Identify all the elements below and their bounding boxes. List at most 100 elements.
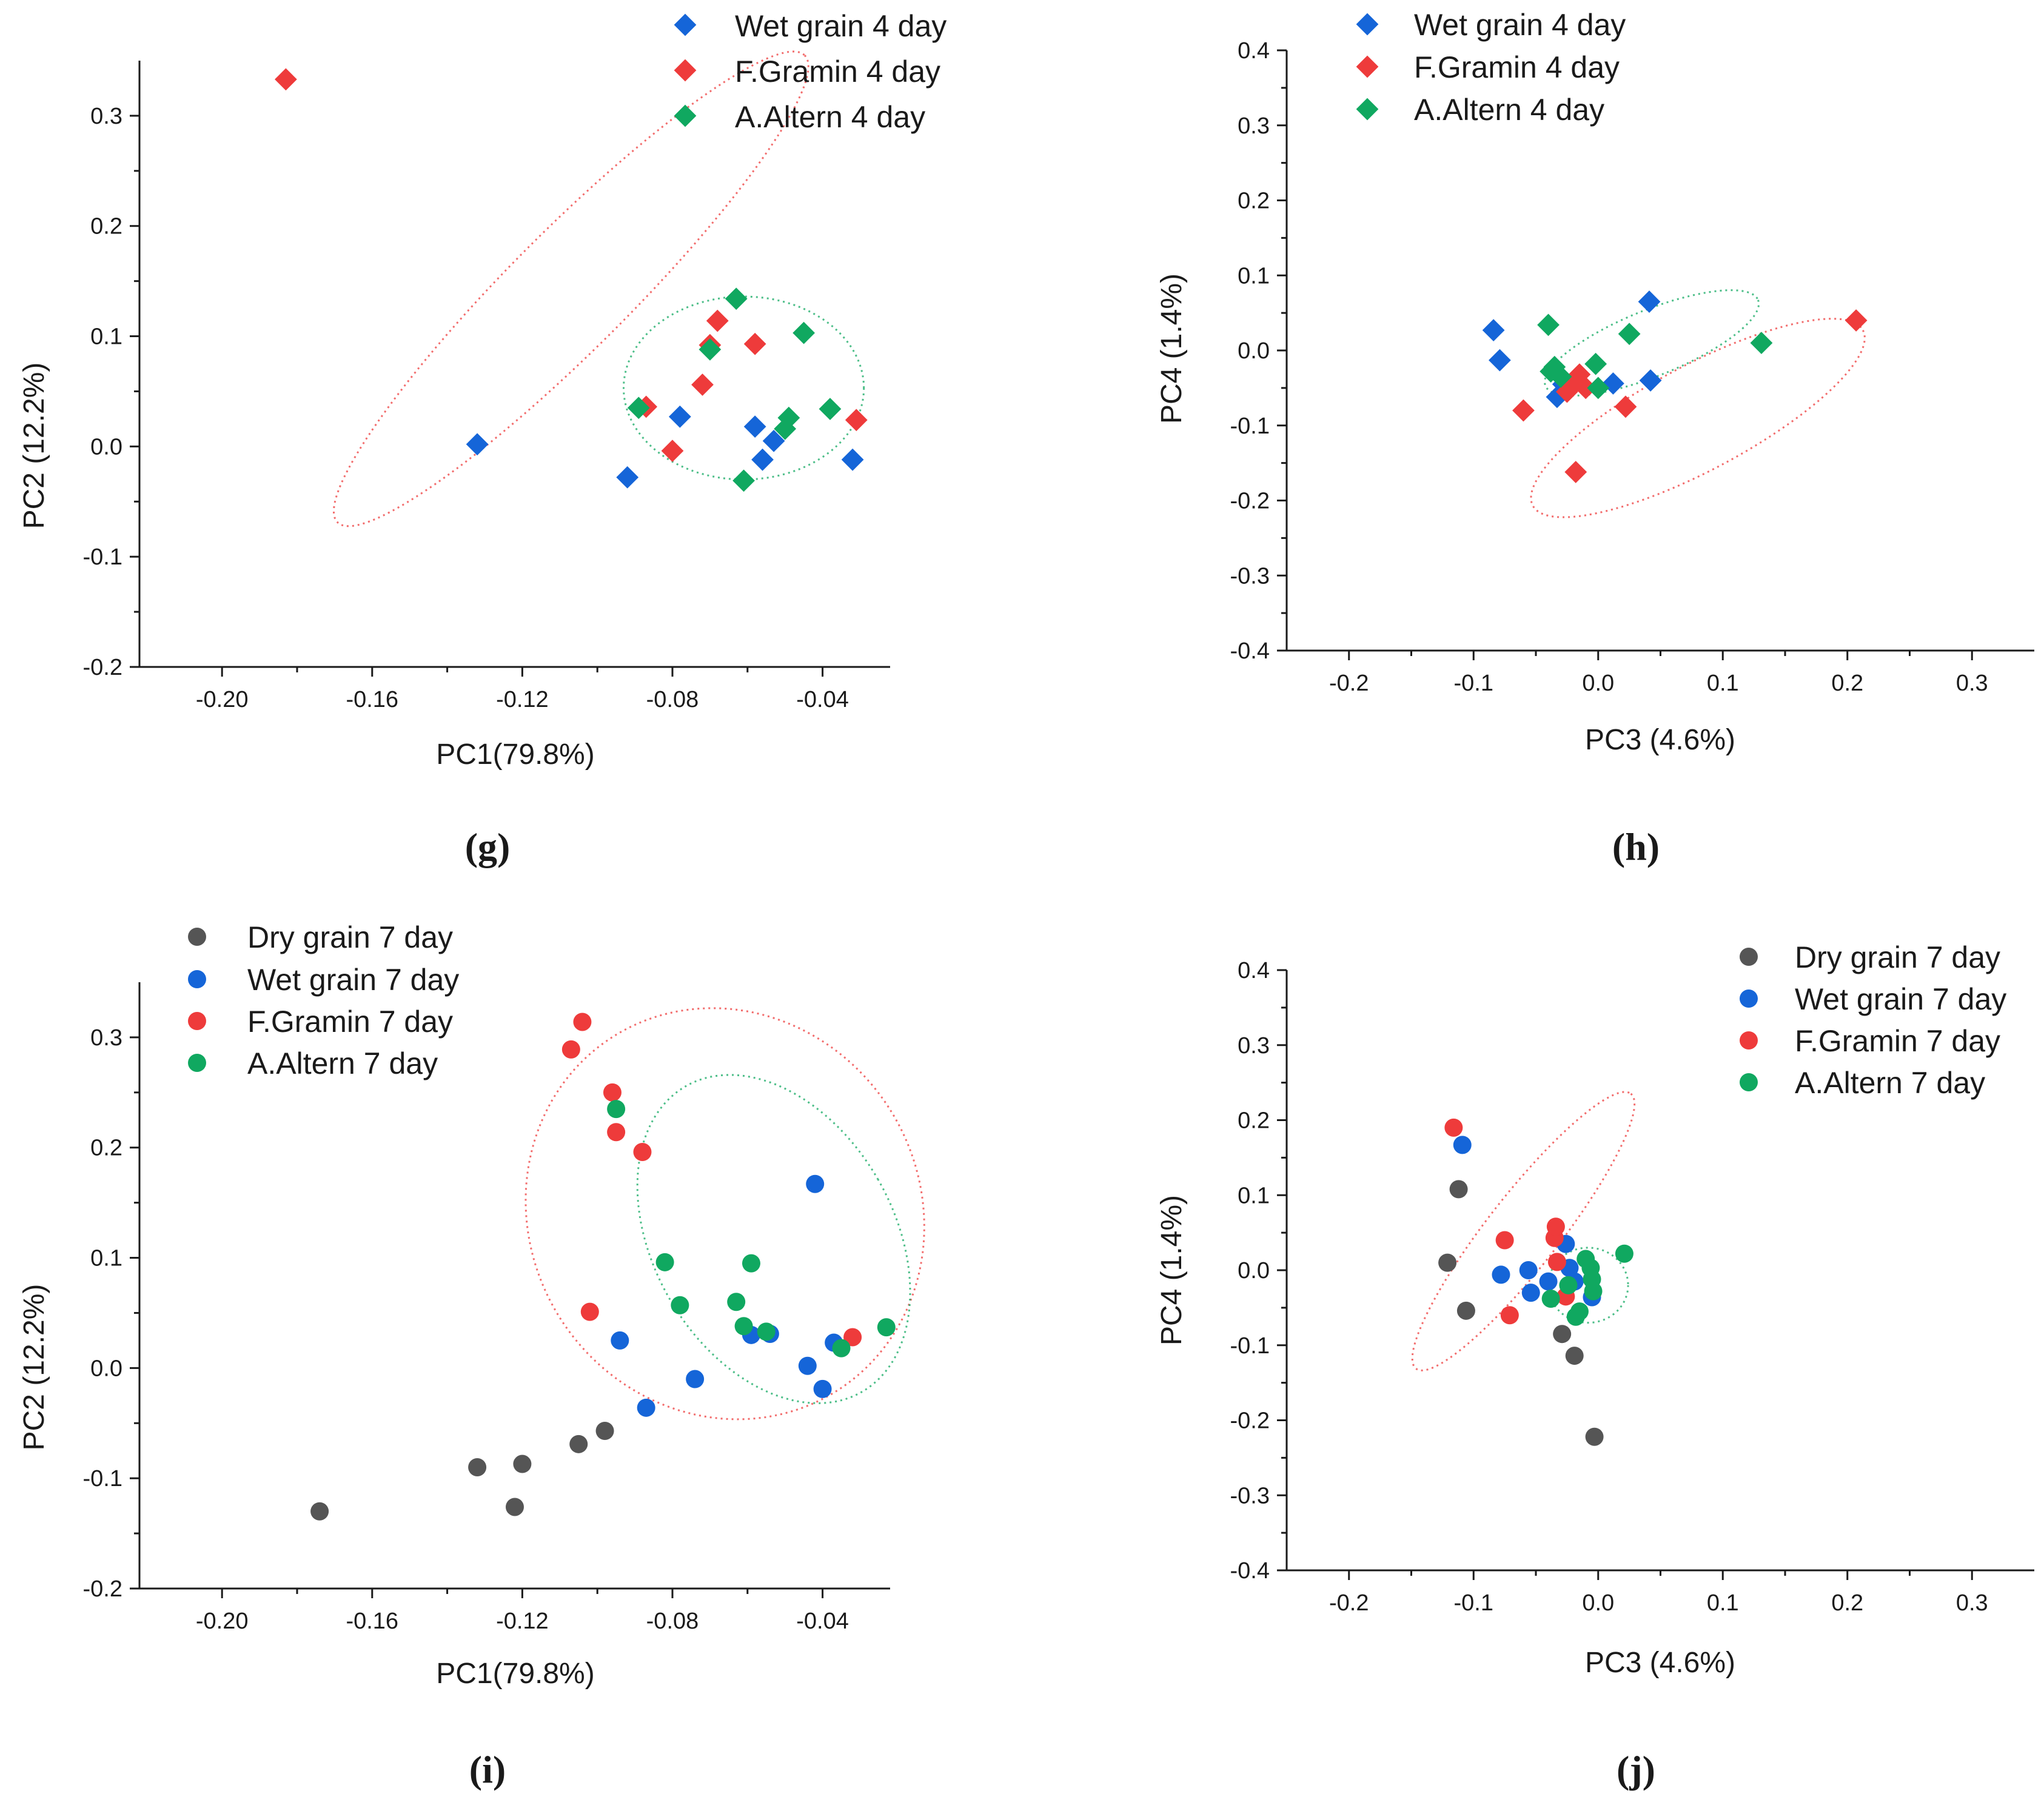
data-point-fgram-h [1512, 399, 1535, 422]
x-tick-label-i: -0.08 [646, 1609, 699, 1634]
data-point-wet-g [743, 415, 766, 438]
legend-item-aalt-j: A.Altern 7 day [1740, 1066, 1985, 1100]
legend-label-wet-h: Wet grain 4 day [1414, 8, 1626, 42]
data-point-aalt-i [727, 1293, 746, 1311]
legend-label-wet-i: Wet grain 7 day [247, 963, 459, 997]
x-axis-title-i: PC1(79.8%) [436, 1658, 594, 1690]
data-point-wet-g [466, 433, 489, 456]
legend-label-aalt-h: A.Altern 4 day [1414, 93, 1604, 127]
legend-item-fgram-g: F.Gramin 4 day [674, 55, 940, 89]
x-tick-label-g: -0.04 [796, 687, 849, 712]
x-tick-label-i: -0.12 [496, 1609, 549, 1634]
confidence-ellipse-aalt-i [636, 1074, 911, 1404]
data-point-dry-i [513, 1455, 532, 1473]
data-point-fgram-j [1546, 1217, 1565, 1236]
data-point-wet-i [611, 1331, 629, 1350]
data-point-dry-i [595, 1422, 614, 1440]
legend-label-aalt-i: A.Altern 7 day [247, 1046, 438, 1080]
x-tick-label-j: 0.0 [1582, 1590, 1614, 1616]
legend-label-wet-j: Wet grain 7 day [1795, 982, 2006, 1016]
y-tick-label-h: -0.4 [1230, 638, 1270, 664]
data-point-aalt-i [655, 1253, 674, 1271]
y-tick-label-j: 0.3 [1238, 1033, 1270, 1059]
panel-i: -0.20 -0.16 -0.12 -0.08 -0.04 -0.2 -0.1 0.0 0.1 0… [18, 920, 925, 1791]
confidence-ellipse-fgram-h [1530, 318, 1866, 518]
x-axis-title-j: PC3 (4.6%) [1585, 1647, 1735, 1679]
data-point-aalt-g [777, 406, 800, 429]
data-point-aalt-h [1618, 323, 1641, 346]
data-point-fgram-g [691, 373, 714, 396]
legend-item-fgram-j: F.Gramin 7 day [1740, 1024, 2000, 1058]
data-point-dry-i [569, 1435, 588, 1453]
legend-label-fgram-j: F.Gramin 7 day [1795, 1024, 2000, 1058]
legend-marker-fgram-h [1356, 55, 1379, 78]
y-tick-label-j: 0.1 [1238, 1183, 1270, 1208]
x-axis-title-h: PC3 (4.6%) [1585, 724, 1735, 756]
legend-marker-wet-j [1740, 989, 1758, 1008]
data-point-wet-g [841, 448, 864, 471]
x-axis-title-g: PC1(79.8%) [436, 738, 594, 771]
data-point-fgram-j [1500, 1306, 1519, 1325]
data-point-wet-h [1482, 319, 1505, 341]
y-tick-label-j: -0.1 [1230, 1333, 1270, 1359]
data-point-dry-j [1565, 1347, 1584, 1365]
confidence-ellipse-aalt-g [623, 295, 865, 481]
plot-area-h: -0.2 -0.1 0.0 0.1 0.2 0.3 -0.4 -0.3 -0.2 -0.1 0.0 0… [1230, 38, 2034, 696]
data-point-wet-i [637, 1398, 655, 1417]
data-point-aalt-j [1570, 1302, 1589, 1321]
data-point-fgram-j [1444, 1118, 1463, 1137]
data-point-wet-j [1492, 1265, 1510, 1284]
data-point-aalt-i [742, 1254, 760, 1273]
data-point-aalt-g [732, 469, 755, 492]
data-point-aalt-g [699, 338, 722, 361]
data-point-fgram-i [580, 1302, 599, 1321]
data-point-fgram-j [1495, 1231, 1514, 1250]
data-point-wet-g [668, 405, 691, 428]
data-point-aalt-g [792, 321, 816, 344]
legend-item-aalt-h: A.Altern 4 day [1356, 93, 1604, 127]
legend-label-fgram-h: F.Gramin 4 day [1414, 50, 1620, 84]
legend-i: Dry grain 7 day Wet grain 7 day F.Gramin… [188, 920, 459, 1080]
x-tick-label-g: -0.16 [346, 687, 398, 712]
confidence-ellipse-fgram-g [332, 50, 809, 527]
x-tick-label-h: 0.0 [1582, 671, 1614, 696]
y-tick-label-h: -0.1 [1230, 413, 1270, 439]
legend-j: Dry grain 7 day Wet grain 7 day F.Gramin… [1740, 940, 2006, 1100]
x-tick-label-i: -0.20 [196, 1609, 249, 1634]
data-point-wet-i [686, 1370, 705, 1388]
data-point-aalt-j [1584, 1282, 1603, 1301]
legend-marker-aalt-g [674, 104, 697, 127]
panel-label-j: (j) [1617, 1748, 1655, 1791]
data-point-aalt-g [819, 398, 842, 420]
y-axis-title-h: PC4 (1.4%) [1156, 273, 1188, 424]
y-tick-label-j: -0.3 [1230, 1483, 1270, 1508]
x-tick-label-j: 0.1 [1707, 1590, 1739, 1616]
data-point-wet-i [798, 1356, 817, 1375]
panel-j: -0.2 -0.1 0.0 0.1 0.2 0.3 -0.4 -0.3 -0.2 -0.1 0.0 0… [1156, 940, 2034, 1791]
legend-item-fgram-h: F.Gramin 4 day [1356, 50, 1620, 84]
y-axis-title-i: PC2 (12.2%) [18, 1284, 50, 1451]
data-point-wet-i [806, 1174, 825, 1193]
data-point-fgram-h [1614, 395, 1637, 418]
data-point-wet-g [751, 448, 774, 471]
y-tick-label-i: -0.2 [83, 1576, 122, 1602]
y-tick-label-h: -0.3 [1230, 563, 1270, 589]
legend-item-dry-i: Dry grain 7 day [188, 920, 453, 954]
legend-marker-aalt-h [1356, 98, 1379, 121]
y-tick-label-i: 0.3 [90, 1025, 122, 1051]
data-point-aalt-i [671, 1296, 689, 1314]
data-point-aalt-i [734, 1317, 753, 1336]
x-tick-label-h: -0.1 [1454, 671, 1493, 696]
legend-item-aalt-g: A.Altern 4 day [674, 100, 925, 134]
legend-item-wet-h: Wet grain 4 day [1356, 8, 1626, 42]
y-tick-label-i: 0.2 [90, 1136, 122, 1161]
panel-label-i: (i) [469, 1748, 506, 1791]
legend-item-dry-j: Dry grain 7 day [1740, 940, 2000, 974]
y-tick-label-i: 0.0 [90, 1356, 122, 1381]
y-axis-title-j: PC4 (1.4%) [1156, 1195, 1188, 1345]
data-point-dry-i [506, 1498, 524, 1516]
y-tick-label-h: 0.4 [1238, 38, 1270, 64]
data-point-fgram-i [603, 1083, 622, 1102]
x-tick-label-i: -0.04 [796, 1609, 849, 1634]
data-point-wet-j [1539, 1272, 1558, 1291]
